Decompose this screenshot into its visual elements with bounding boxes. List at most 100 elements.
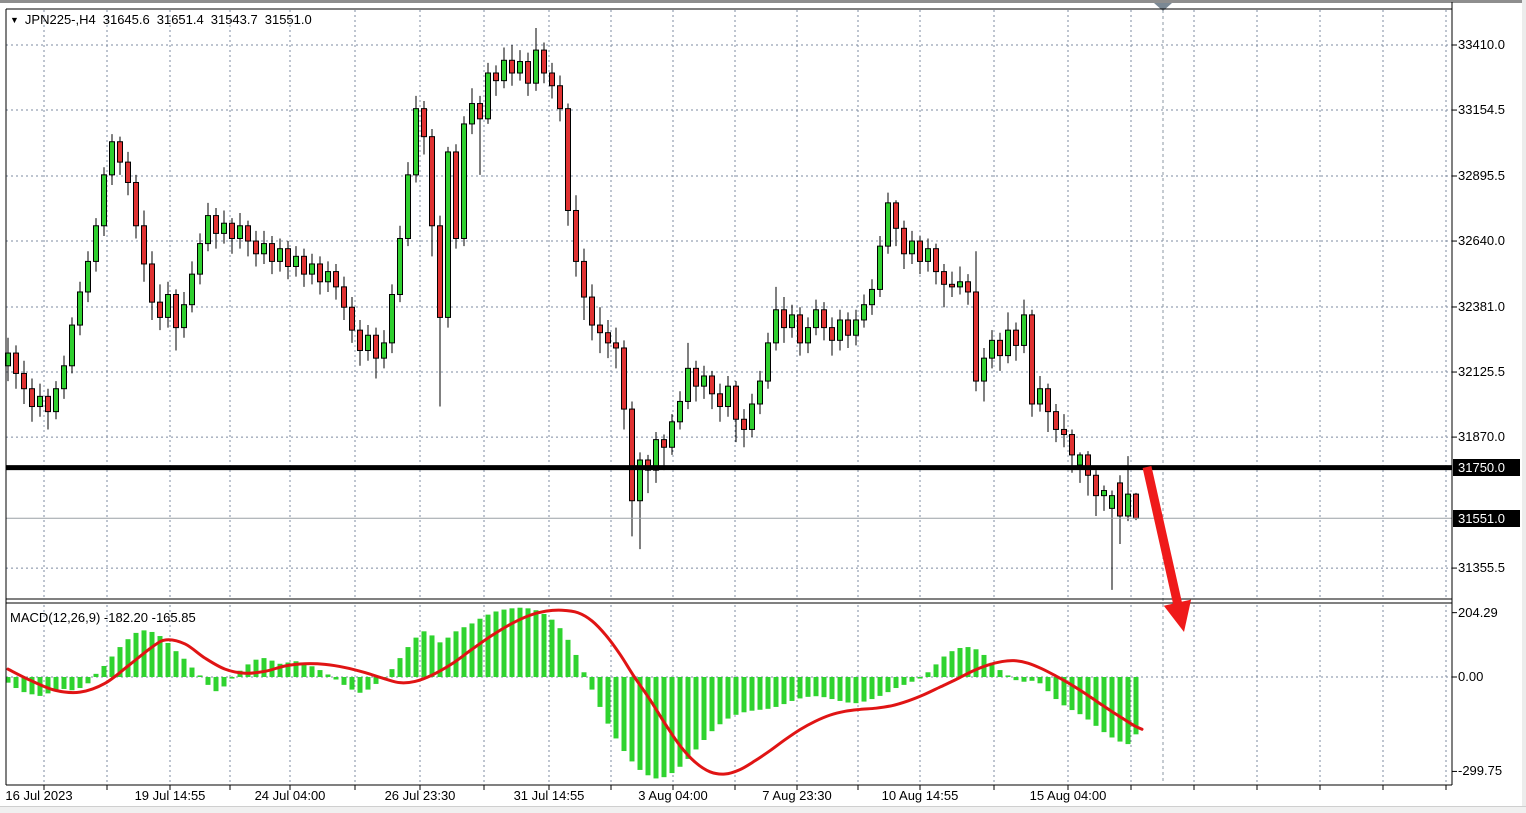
candle-body bbox=[365, 334, 371, 352]
macd-histogram-bar bbox=[605, 677, 611, 724]
candle-body bbox=[413, 108, 419, 176]
candle-body bbox=[613, 342, 619, 349]
candle-body bbox=[501, 59, 507, 82]
macd-histogram-bar bbox=[197, 675, 203, 677]
price-axis-tick-label[interactable]: 31355.5 bbox=[1458, 560, 1505, 576]
price-axis-tick-label[interactable]: 31870.0 bbox=[1458, 429, 1505, 445]
chart-shift-marker-icon[interactable] bbox=[1154, 3, 1172, 11]
symbol-period-label: JPN225-,H4 bbox=[24, 12, 96, 27]
candle-body bbox=[1045, 388, 1051, 413]
macd-histogram-bar bbox=[413, 637, 419, 677]
candle-body bbox=[749, 403, 755, 430]
macd-histogram-bar bbox=[821, 677, 827, 698]
candle-body bbox=[981, 357, 987, 382]
candle-body bbox=[357, 329, 363, 352]
candle-body bbox=[237, 225, 243, 239]
candle-body bbox=[845, 319, 851, 336]
macd-histogram-bar bbox=[1109, 677, 1115, 738]
candle-body bbox=[221, 222, 227, 234]
symbol-dropdown-icon[interactable]: ▼ bbox=[10, 15, 19, 25]
candle-body bbox=[53, 388, 59, 413]
macd-histogram-bar bbox=[477, 618, 483, 677]
candle-body bbox=[45, 395, 51, 413]
macd-histogram-bar bbox=[709, 677, 715, 732]
macd-histogram-bar bbox=[1101, 677, 1107, 733]
candle-body bbox=[173, 294, 179, 329]
candle-body bbox=[645, 459, 651, 471]
candle-body bbox=[1133, 493, 1139, 519]
ohlc-low: 31543.7 bbox=[210, 12, 258, 27]
time-axis-tick-label[interactable]: 7 Aug 23:30 bbox=[762, 788, 832, 803]
candle-body bbox=[949, 283, 955, 288]
price-axis-tick-label[interactable]: 32895.5 bbox=[1458, 167, 1505, 183]
macd-histogram-bar bbox=[253, 659, 259, 677]
candle-body bbox=[269, 243, 275, 262]
macd-histogram-bar bbox=[1117, 677, 1123, 742]
candle-body bbox=[421, 108, 427, 138]
candle-body bbox=[101, 174, 107, 227]
macd-histogram-bar bbox=[213, 677, 219, 692]
macd-histogram-bar bbox=[389, 669, 395, 677]
macd-histogram-bar bbox=[309, 666, 315, 677]
time-axis-tick-label[interactable]: 19 Jul 14:55 bbox=[134, 788, 206, 803]
macd-histogram-bar bbox=[861, 677, 867, 702]
macd-histogram-bar bbox=[349, 677, 355, 690]
macd-histogram-bar bbox=[333, 677, 339, 680]
price-axis-tick-label[interactable]: 33410.0 bbox=[1458, 37, 1505, 52]
time-axis-tick-label[interactable]: 3 Aug 04:00 bbox=[638, 788, 708, 803]
candle-body bbox=[669, 421, 675, 448]
time-axis-tick-label[interactable]: 16 Jul 2023 bbox=[5, 788, 73, 803]
candle-body bbox=[381, 342, 387, 359]
macd-histogram-bar bbox=[117, 647, 123, 677]
ohlc-close: 31551.0 bbox=[264, 12, 312, 27]
macd-histogram-bar bbox=[581, 672, 587, 677]
candle-body bbox=[653, 439, 659, 471]
macd-axis-tick-label[interactable]: -299.75 bbox=[1458, 763, 1503, 779]
candle-body bbox=[581, 260, 587, 298]
macd-histogram-bar bbox=[77, 677, 83, 689]
macd-histogram-bar bbox=[517, 607, 523, 677]
macd-histogram-bar bbox=[669, 677, 675, 774]
time-axis-tick-label[interactable]: 10 Aug 14:55 bbox=[881, 788, 959, 803]
candle-body bbox=[141, 225, 147, 265]
macd-axis-tick-label[interactable]: 0.00 bbox=[1458, 669, 1484, 684]
price-axis-tick-label[interactable]: 32640.0 bbox=[1458, 233, 1505, 249]
candle-body bbox=[941, 271, 947, 285]
candle-body bbox=[997, 339, 1003, 357]
candle-body bbox=[373, 334, 379, 359]
macd-histogram-bar bbox=[341, 677, 347, 685]
candle-body bbox=[389, 294, 395, 344]
time-axis-tick-label[interactable]: 31 Jul 14:55 bbox=[513, 788, 585, 803]
macd-histogram-bar bbox=[869, 677, 875, 700]
time-axis-tick-label[interactable]: 24 Jul 04:00 bbox=[254, 788, 326, 803]
candle-body bbox=[437, 225, 443, 318]
macd-histogram-bar bbox=[189, 667, 195, 677]
macd-histogram-bar bbox=[93, 673, 99, 677]
candle-body bbox=[157, 301, 163, 318]
candle-body bbox=[293, 255, 299, 268]
macd-histogram-bar bbox=[437, 642, 443, 677]
level-price-label[interactable]: 31750.0 bbox=[1453, 459, 1520, 477]
macd-histogram-bar bbox=[677, 677, 683, 767]
candle-body bbox=[893, 202, 899, 229]
time-axis-tick-label[interactable]: 26 Jul 23:30 bbox=[384, 788, 456, 803]
price-axis-tick-label[interactable]: 33154.5 bbox=[1458, 102, 1505, 118]
macd-histogram-bar bbox=[557, 628, 563, 677]
price-axis-tick-label[interactable]: 32125.5 bbox=[1458, 364, 1505, 380]
macd-histogram-bar bbox=[685, 677, 691, 759]
candle-body bbox=[309, 263, 315, 275]
macd-axis-tick-label[interactable]: 204.29 bbox=[1458, 604, 1498, 620]
candle-body bbox=[261, 243, 267, 255]
macd-histogram-bar bbox=[293, 661, 299, 677]
macd-histogram-bar bbox=[125, 639, 131, 677]
macd-histogram-bar bbox=[1053, 677, 1059, 700]
time-axis-tick-label[interactable]: 15 Aug 04:00 bbox=[1029, 788, 1107, 803]
candle-body bbox=[477, 103, 483, 120]
macd-histogram-bar bbox=[365, 677, 371, 690]
bid-price-label[interactable]: 31551.0 bbox=[1453, 509, 1520, 527]
price-axis-tick-label[interactable]: 32381.0 bbox=[1458, 298, 1505, 314]
candle-body bbox=[725, 385, 731, 408]
candle-body bbox=[109, 141, 115, 176]
macd-histogram-bar bbox=[493, 611, 499, 677]
